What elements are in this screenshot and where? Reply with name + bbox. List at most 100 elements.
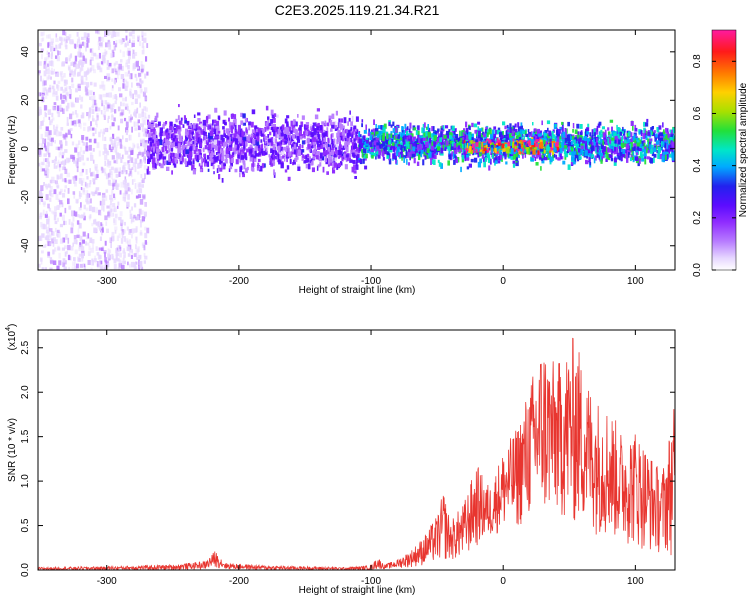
spectrogram-cell <box>47 53 51 58</box>
spectrogram-cell <box>571 135 575 141</box>
spectrogram-cell <box>71 120 74 126</box>
spectrogram-cell <box>73 239 77 245</box>
spectrogram-cell <box>661 141 665 145</box>
spectrogram-cell <box>230 125 234 130</box>
spectrogram-cell <box>495 154 498 158</box>
spectrogram-cell <box>370 129 373 133</box>
spectrogram-cell <box>323 147 326 151</box>
spectrogram-cell <box>118 171 121 177</box>
spectrogram-cell <box>493 126 497 130</box>
spectrogram-cell <box>201 162 203 167</box>
spectrogram-cell <box>124 189 129 195</box>
spectrogram-cell <box>295 152 298 157</box>
spectrogram-cell <box>259 151 261 155</box>
spectrogram-cell <box>45 210 48 215</box>
spectrogram-cell <box>628 131 631 137</box>
spectrogram-cell <box>466 166 470 170</box>
spectrogram-cell <box>301 155 304 161</box>
spectrogram-cell <box>65 96 67 101</box>
spectrogram-cell <box>411 133 414 138</box>
spectrogram-cell <box>410 141 413 145</box>
spectrogram-cell <box>39 200 41 205</box>
spectrogram-cell <box>455 158 458 164</box>
spectrogram-cell <box>166 166 170 171</box>
spectrogram-cell <box>441 134 445 140</box>
spectrogram-cell <box>346 141 350 145</box>
spectrogram-cell <box>607 127 610 131</box>
spectrogram-cell <box>295 121 298 127</box>
spectrogram-cell <box>644 156 647 159</box>
spectrogram-cell <box>533 133 536 137</box>
spectrogram-cell <box>209 125 211 130</box>
spectrogram-cell <box>487 156 491 163</box>
spectrogram-cell <box>344 129 347 133</box>
spectrogram-cell <box>189 151 193 157</box>
spectrogram-cell <box>286 121 289 128</box>
spectrogram-cell <box>635 137 639 142</box>
spectrogram-cell <box>43 158 46 162</box>
spectrogram-cell <box>110 108 113 113</box>
spectrogram-cell <box>56 46 58 52</box>
spectrogram-cell <box>234 118 237 125</box>
spectrogram-cell <box>180 117 183 121</box>
spectrogram-cell <box>80 242 83 248</box>
spectrogram-cell <box>63 38 66 42</box>
spectrogram-cell <box>351 131 355 135</box>
spectrogram-cell <box>493 141 497 146</box>
spectrogram-cell <box>311 167 315 173</box>
spectrogram-cell <box>408 162 410 166</box>
spectrogram-cell <box>671 150 675 155</box>
spectrogram-cell <box>516 131 520 136</box>
spectrogram-cell <box>465 127 469 133</box>
spectrogram-cell <box>143 148 146 155</box>
spectrogram-cell <box>320 152 323 159</box>
spectrogram-cell <box>102 151 105 156</box>
spectrogram-cell <box>491 154 494 159</box>
spectrogram-cell <box>115 40 118 44</box>
spectrogram-cell <box>352 149 356 154</box>
spectrogram-cell <box>131 249 133 253</box>
spectrogram-cell <box>74 64 77 71</box>
spectrogram-cell <box>68 58 71 62</box>
spectrogram-cell <box>251 134 255 138</box>
spectrogram-cell <box>284 136 287 141</box>
spectrogram-cell <box>448 129 451 134</box>
spectrogram-cell <box>391 142 395 146</box>
spectrogram-cell <box>81 135 85 140</box>
spectrogram-cell <box>106 66 110 70</box>
spectrogram-cell <box>125 35 128 41</box>
spectrogram-cell <box>47 241 51 247</box>
spectrogram-cell <box>55 165 58 169</box>
spectrogram-cell <box>460 166 462 173</box>
spectrogram-cell <box>117 153 121 160</box>
spectrogram-cell <box>650 127 653 133</box>
spectrogram-cell <box>662 122 664 128</box>
spectrogram-cell <box>49 242 52 246</box>
spectrogram-cell <box>139 232 143 236</box>
spectrogram-cell <box>484 128 487 134</box>
spectrogram-cell <box>401 156 403 161</box>
spectrogram-cell <box>111 122 115 127</box>
spectrogram-cell <box>195 123 199 128</box>
spectrogram-cell <box>92 104 95 108</box>
spectrogram-cell <box>140 139 144 143</box>
spectrogram-cell <box>50 70 54 75</box>
spectrogram-cell <box>52 231 55 236</box>
spectrogram-cell <box>122 51 125 58</box>
spectrogram-cell <box>269 155 272 161</box>
spectrogram-cell <box>409 151 414 157</box>
spectrogram-cell <box>225 128 230 133</box>
spectrogram-cell <box>638 139 642 145</box>
spectrogram-cell <box>430 153 434 158</box>
spectrogram-cell <box>324 132 326 137</box>
spectrogram-cell <box>91 109 95 114</box>
spectrogram-cell <box>240 120 244 125</box>
spectrogram-cell <box>56 72 60 77</box>
spectrogram-cell <box>509 128 512 133</box>
spectrogram-cell <box>212 119 214 126</box>
spectrogram-cell <box>137 194 142 199</box>
spectrogram-cell <box>185 137 188 142</box>
spectrogram-cell <box>245 129 248 134</box>
spectrogram-cell <box>89 198 92 204</box>
